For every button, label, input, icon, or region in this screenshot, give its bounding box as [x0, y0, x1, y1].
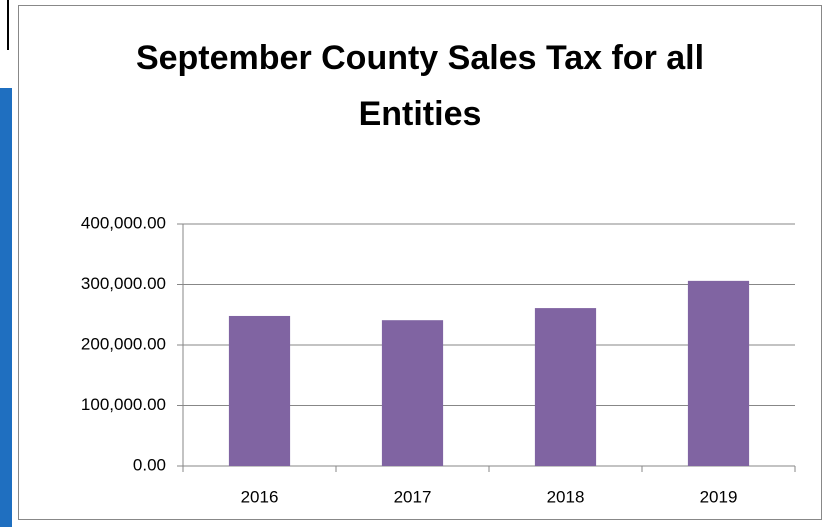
x-tick-label: 2017 [394, 487, 432, 506]
bar [534, 308, 597, 466]
bar [381, 320, 444, 466]
x-tick-label: 2019 [700, 487, 738, 506]
chart-title: September County Sales Tax for all Entit… [135, 39, 705, 133]
side-strip [0, 88, 12, 527]
y-tick-label: 200,000.00 [81, 334, 166, 353]
x-tick-label: 2018 [547, 487, 585, 506]
y-tick-label: 0.00 [133, 455, 166, 474]
y-tick-label: 400,000.00 [81, 213, 166, 232]
x-tick-label: 2016 [241, 487, 279, 506]
y-tick-label: 300,000.00 [81, 274, 166, 293]
bar [687, 280, 750, 466]
y-tick-label: 100,000.00 [81, 395, 166, 414]
bar [228, 315, 291, 466]
